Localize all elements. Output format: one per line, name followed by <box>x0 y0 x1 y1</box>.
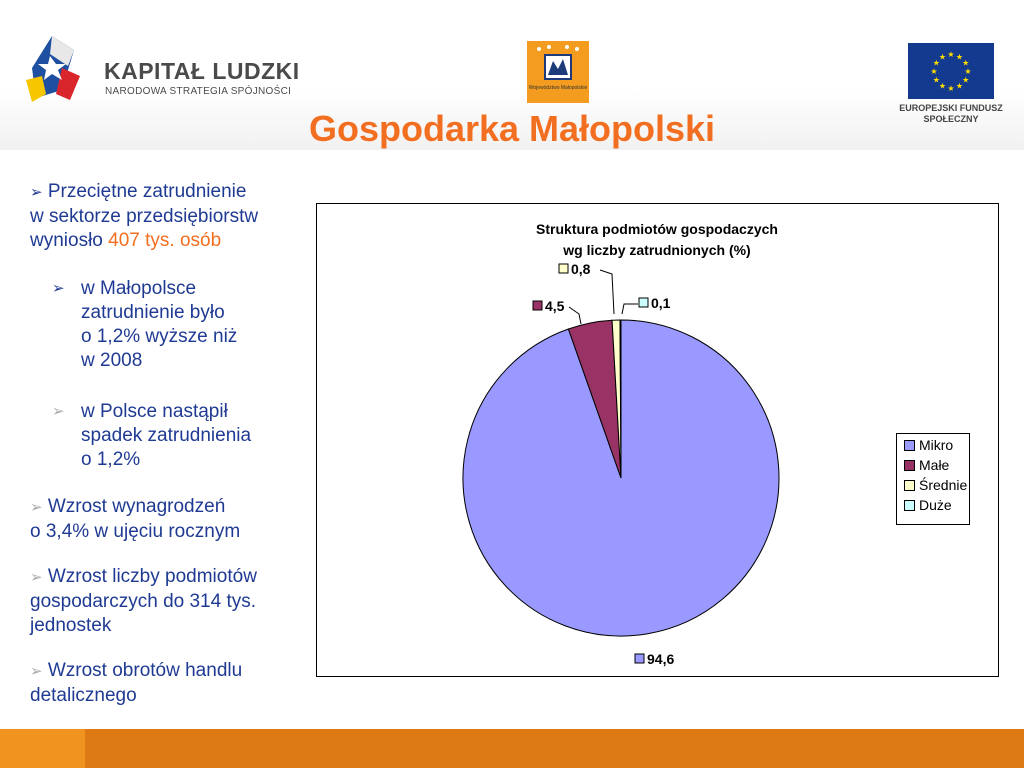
kapital-ludzki-logo <box>26 36 80 102</box>
data-label-swatch <box>638 297 649 308</box>
bullet-2-line1: w Małopolsce <box>81 278 197 299</box>
eu-star-icon: ★ <box>962 59 969 68</box>
leader-line-średnie <box>599 269 615 315</box>
malopolska-logo <box>527 41 589 103</box>
leader-line-duże <box>621 303 638 315</box>
bullet-2-line4: w 2008 <box>81 350 143 371</box>
eu-star-icon: ★ <box>956 82 963 91</box>
bullet-6: ➢ Wzrost obrotów handlu detalicznego <box>30 659 242 708</box>
eu-flag-logo: ★ ★ ★ ★ ★ ★ ★ ★ ★ ★ ★ ★ <box>908 43 994 99</box>
eu-star-icon: ★ <box>939 52 946 61</box>
bullet-2-line2: zatrudnienie było <box>81 302 225 323</box>
legend-swatch <box>904 500 915 511</box>
malopolska-logo-text: Województwo Małopolskie <box>528 85 588 91</box>
bullet-5-line1: Wzrost liczby podmiotów <box>47 566 257 587</box>
arrow-bullet-icon: ➢ <box>52 403 65 420</box>
arrow-bullet-icon: ➢ <box>30 499 43 516</box>
legend-swatch <box>904 440 915 451</box>
bullet-1: ➢ Przeciętne zatrudnienie w sektorze prz… <box>30 180 258 253</box>
legend-label: Duże <box>919 497 952 513</box>
eu-star-icon: ★ <box>939 82 946 91</box>
eu-fund-label-line2: SPOŁECZNY <box>923 114 979 124</box>
legend-label: Mikro <box>919 437 954 453</box>
legend-swatch <box>904 460 915 471</box>
bullet-5: ➢ Wzrost liczby podmiotów gospodarczych … <box>30 565 257 638</box>
data-label-swatch <box>558 263 569 274</box>
data-label-swatch <box>532 300 543 311</box>
eu-star-icon: ★ <box>947 50 954 59</box>
eu-fund-label: EUROPEJSKI FUNDUSZ SPOŁECZNY <box>884 103 1018 125</box>
arrow-bullet-icon: ➢ <box>30 569 43 586</box>
bullet-3-line2: spadek zatrudnienia <box>81 425 252 446</box>
chart-title: Struktura podmiotów gospodaczych wg licz… <box>317 219 997 261</box>
legend-swatch <box>904 480 915 491</box>
page-title: Gospodarka Małopolski <box>308 108 716 149</box>
bullet-5-line3: jednostek <box>30 615 112 636</box>
eu-star-icon: ★ <box>947 84 954 93</box>
legend-label: Małe <box>919 457 950 473</box>
header-band <box>0 0 1024 150</box>
bullet-5-line2: gospodarczych do 314 tys. <box>30 591 257 612</box>
eu-star-icon: ★ <box>933 59 940 68</box>
eu-star-icon: ★ <box>956 52 963 61</box>
kapital-ludzki-subtitle: NARODOWA STRATEGIA SPÓJNOŚCI <box>105 86 292 97</box>
arrow-bullet-icon: ➢ <box>30 184 43 201</box>
data-label-duże: 0,1 <box>651 295 671 311</box>
bullet-3-line1: w Polsce nastąpił <box>81 401 228 422</box>
bullet-6-line2: detalicznego <box>30 685 137 706</box>
bullet-4-line2: o 3,4% w ujęciu rocznym <box>30 521 241 542</box>
bullet-1-highlight: 407 tys. osób <box>108 230 222 251</box>
footer-accent <box>0 729 85 768</box>
data-label-małe: 4,5 <box>545 298 565 314</box>
bullet-4-line1: Wzrost wynagrodzeń <box>47 496 226 517</box>
data-label-swatch <box>634 653 645 664</box>
eu-fund-label-line1: EUROPEJSKI FUNDUSZ <box>899 103 1003 113</box>
legend-label: Średnie <box>919 477 968 493</box>
bullet-2-line3: o 1,2% wyższe niż <box>81 326 238 347</box>
pie-slice-duże <box>619 319 622 479</box>
leader-line-małe <box>568 306 582 325</box>
bullet-1-line1: Przeciętne zatrudnienie <box>47 181 247 202</box>
eu-star-icon: ★ <box>930 67 937 76</box>
chart-title-line2: wg liczby zatrudnionych (%) <box>563 242 751 258</box>
eu-star-icon: ★ <box>962 76 969 85</box>
pie-chart-plot: 94,6 4,5 0,8 0,1 <box>462 261 780 667</box>
data-label-średnie: 0,8 <box>571 261 591 277</box>
bullet-1-line2: w sektorze przedsiębiorstw <box>30 206 259 227</box>
eu-star-icon: ★ <box>964 67 971 76</box>
chart-title-line1: Struktura podmiotów gospodaczych <box>536 221 778 237</box>
bullet-6-line1: Wzrost obrotów handlu <box>47 660 243 681</box>
eu-star-icon: ★ <box>933 76 940 85</box>
chart-legend: Mikro Małe Średnie Duże <box>896 433 970 525</box>
data-label-mikro: 94,6 <box>647 651 674 667</box>
arrow-bullet-icon: ➢ <box>52 280 65 297</box>
pie-chart: Struktura podmiotów gospodaczych wg licz… <box>316 203 999 677</box>
bullet-4: ➢ Wzrost wynagrodzeń o 3,4% w ujęciu roc… <box>30 495 240 544</box>
footer-bar <box>0 729 1024 768</box>
bullet-1-line3: wyniosło <box>30 230 109 251</box>
arrow-bullet-icon: ➢ <box>30 663 43 680</box>
bullet-3-line3: o 1,2% <box>81 449 141 470</box>
kapital-ludzki-title: KAPITAŁ LUDZKI <box>104 58 300 84</box>
